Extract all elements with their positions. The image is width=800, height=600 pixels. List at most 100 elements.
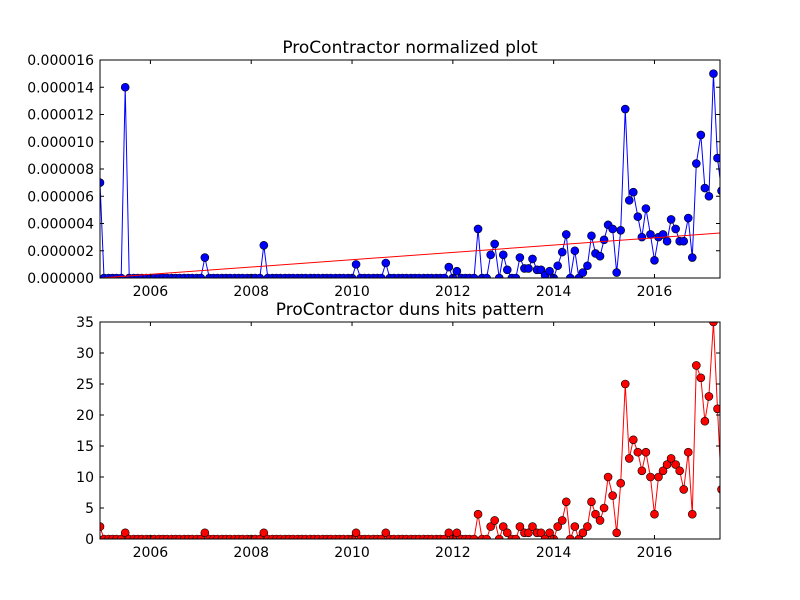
bottom-series-0-point-146	[709, 322, 718, 327]
bottom-ytick-label-7: 35	[76, 315, 94, 331]
top-xtick-label-1: 2008	[233, 284, 269, 300]
top-series-0-point-134	[658, 230, 668, 239]
top-series-0-point-93	[486, 250, 495, 260]
top-series-0-point-61	[351, 260, 361, 269]
top-series-0-point-145	[704, 191, 714, 201]
bottom-ytick-label-5: 25	[76, 377, 94, 393]
top-ytick-label-4: 0.000008	[27, 162, 94, 178]
bottom-series-0-point-147	[713, 404, 720, 414]
top-series-0-point-39	[259, 241, 269, 250]
bottom-series-0-point-135	[662, 460, 672, 469]
top-series-0-point-67	[376, 273, 386, 278]
bottom-series-0-point-95	[494, 534, 504, 539]
bottom-plot-area	[100, 322, 720, 539]
top-series-0-point-109	[553, 261, 562, 271]
bottom-series-0-point-0	[100, 522, 105, 531]
top-series-0-point-99	[511, 273, 521, 278]
top-xtick-label-2: 2010	[334, 284, 370, 300]
top-series-0-point-103	[528, 254, 537, 264]
top-series-0-point-96	[498, 250, 508, 260]
bottom-series-0-point-130	[641, 447, 651, 457]
bottom-xtick-label-4: 2014	[536, 545, 572, 561]
bottom-series-0-point-93	[486, 522, 495, 531]
bottom-series-0-point-124	[616, 478, 626, 488]
top-ytick-label-6: 0.000012	[27, 108, 94, 124]
top-series-0-point-126	[624, 196, 634, 205]
bottom-series-0-point-127	[628, 435, 638, 445]
bottom-series-0-point-120	[599, 503, 609, 513]
top-series-0-point-148	[717, 186, 720, 195]
bottom-series-0-point-134	[658, 466, 668, 476]
top-xtick-label-0: 2006	[133, 284, 169, 300]
bottom-series-0-point-68	[381, 528, 391, 538]
top-series-0-point-24	[196, 273, 206, 278]
bottom-series-0-point-96	[498, 522, 508, 531]
top-ytick-label-5: 0.000010	[27, 135, 94, 151]
top-series-0-point-112	[565, 273, 575, 278]
top-series-0-point-82	[439, 273, 449, 278]
bottom-series-0-point-128	[633, 447, 643, 457]
bottom-series-0-point-136	[666, 454, 676, 463]
top-series-0-point-128	[633, 212, 643, 221]
top-ytick-label-0: 0.000000	[27, 271, 94, 287]
top-series-0-point-90	[473, 224, 483, 234]
top-series-0-point-117	[587, 231, 596, 241]
bottom-series-0-point-90	[473, 509, 483, 519]
top-series-0-point-140	[683, 213, 693, 223]
top-series-0-point-143	[696, 130, 706, 140]
top-series-0-point-92	[482, 273, 491, 278]
bottom-series-0-point-107	[545, 528, 554, 538]
bottom-series-0-point-113	[570, 522, 580, 531]
top-chart-title: ProContractor normalized plot	[282, 38, 538, 58]
top-series-1-line	[100, 232, 720, 278]
bottom-xtick-label-3: 2012	[435, 545, 471, 561]
top-series-0-point-141	[687, 253, 697, 262]
top-series-0-point-129	[637, 232, 647, 242]
bottom-series-0-point-119	[595, 516, 605, 525]
bottom-series-0-point-102	[524, 528, 533, 538]
bottom-series-0-point-109	[553, 522, 562, 531]
bottom-series-0-point-105	[536, 528, 546, 538]
bottom-series-0-point-131	[646, 472, 655, 482]
bottom-series-0-point-116	[583, 522, 592, 531]
top-series-0-point-38	[255, 273, 265, 278]
bottom-series-0-point-138	[675, 466, 684, 476]
bottom-series-0-point-122	[608, 491, 617, 500]
top-ytick-label-1: 0.000002	[27, 244, 94, 260]
top-series-0-point-110	[557, 247, 567, 257]
top-series-0-point-94	[490, 239, 499, 249]
top-series-0-point-127	[628, 187, 638, 197]
bottom-series-0-point-142	[692, 361, 701, 370]
bottom-series-0-point-99	[511, 534, 521, 539]
bottom-series-0-line	[100, 322, 720, 539]
top-series-0-point-68	[381, 258, 391, 268]
bottom-ytick-label-0: 0	[85, 532, 94, 548]
top-series-0-point-6	[120, 82, 130, 92]
bottom-series-0-point-97	[502, 528, 512, 538]
top-series-0-point-123	[612, 268, 621, 277]
bottom-ytick-label-6: 30	[76, 346, 94, 362]
bottom-series-0-point-125	[620, 379, 630, 389]
top-series-0-point-130	[641, 204, 651, 213]
bottom-xtick-label-1: 2008	[233, 545, 269, 561]
bottom-series-0-point-121	[603, 472, 613, 482]
bottom-ytick-label-3: 15	[76, 439, 94, 455]
bottom-series-0-point-103	[528, 522, 537, 531]
bottom-series-0-point-89	[469, 534, 479, 539]
top-series-0-point-119	[595, 251, 605, 261]
bottom-ytick-label-4: 20	[76, 408, 94, 424]
top-series-0-point-142	[692, 159, 701, 168]
top-series-0-line	[100, 73, 720, 278]
top-ytick-label-8: 0.000016	[27, 53, 94, 69]
bottom-series-0-point-61	[351, 528, 361, 538]
top-series-0-point-89	[469, 273, 479, 278]
bottom-series-0-point-143	[696, 373, 706, 383]
top-series-0-point-102	[524, 264, 533, 273]
top-series-0-point-100	[515, 253, 525, 262]
top-ytick-label-7: 0.000014	[27, 80, 94, 96]
top-series-0-point-95	[494, 273, 504, 278]
bottom-series-0-point-6	[120, 528, 130, 538]
top-series-0-point-125	[620, 104, 630, 114]
top-series-0-point-116	[583, 261, 592, 271]
